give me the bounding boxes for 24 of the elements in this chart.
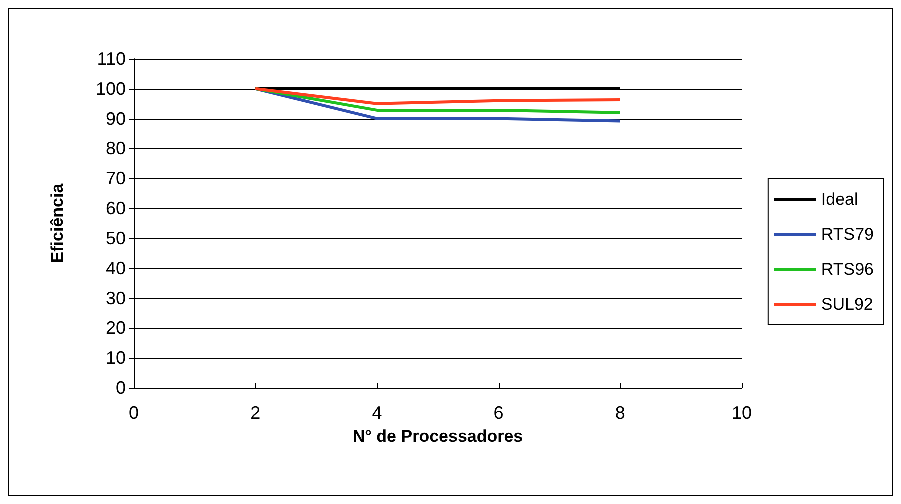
legend-label: Ideal xyxy=(821,190,858,209)
y-tick-label: 40 xyxy=(106,258,126,278)
legend-label: RTS79 xyxy=(821,225,874,244)
x-axis-title: N° de Processadores xyxy=(352,427,524,446)
y-tick-label: 0 xyxy=(116,378,126,398)
y-tick-label: 100 xyxy=(96,78,126,99)
y-tick-label: 80 xyxy=(106,138,126,159)
y-tick-label: 110 xyxy=(97,49,126,69)
y-axis-title: Eficiência xyxy=(48,183,67,264)
y-tick-label: 10 xyxy=(106,348,126,368)
y-tick-label: 30 xyxy=(106,288,126,308)
legend-label: RTS96 xyxy=(821,260,874,279)
x-tick-label: 4 xyxy=(372,403,382,423)
x-tick-label: 6 xyxy=(494,403,504,423)
y-tick-label: 60 xyxy=(106,198,126,219)
y-tick-label: 20 xyxy=(106,318,126,338)
x-tick-label: 8 xyxy=(615,403,626,423)
y-tick-label: 90 xyxy=(106,108,126,129)
legend-label: SUL92 xyxy=(821,295,874,314)
x-tick-label: 2 xyxy=(250,403,261,423)
x-tick-label: 0 xyxy=(128,403,140,423)
x-tick-label: 10 xyxy=(732,403,752,423)
y-tick-label: 50 xyxy=(106,228,126,248)
y-tick-label: 70 xyxy=(106,168,126,189)
